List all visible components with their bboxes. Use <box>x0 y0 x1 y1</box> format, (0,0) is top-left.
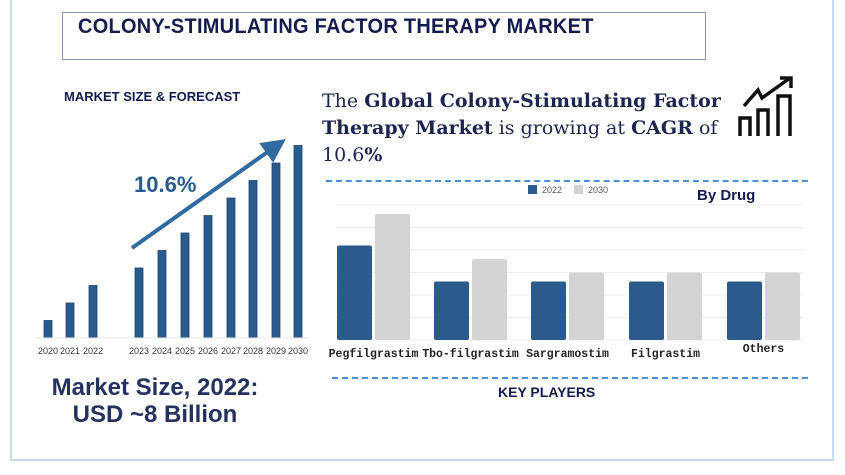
headline-text: is growing at <box>492 117 632 139</box>
bar-pegfilgrastim-2030 <box>375 214 410 340</box>
bar-others-2030 <box>765 272 800 340</box>
bar-pegfilgrastim-2022 <box>337 245 372 340</box>
bar-filgrastim-2022 <box>629 281 664 340</box>
market-size-value: USD ~8 Billion <box>72 401 238 428</box>
page-title: COLONY-STIMULATING FACTOR THERAPY MARKET <box>78 15 594 38</box>
bar-others-2022 <box>727 281 762 340</box>
by-drug-label: By Drug <box>697 187 756 204</box>
bar-sargramostim-2022 <box>531 281 566 340</box>
bar-tbo-filgrastim-2030 <box>472 259 507 340</box>
divider-top <box>326 180 808 182</box>
bar-tbo-filgrastim-2022 <box>434 281 469 340</box>
year-label-2023: 2023 <box>129 346 149 356</box>
bar-filgrastim-2030 <box>667 272 702 340</box>
headline-bold: Global Colony-Stimulating Factor Therapy… <box>322 90 721 139</box>
key-players-label: KEY PLAYERS <box>498 384 596 400</box>
headline: The Global Colony-Stimulating Factor The… <box>322 88 742 169</box>
year-label-2026: 2026 <box>198 346 218 356</box>
market-size-label: Market Size, 2022: <box>51 374 259 401</box>
market-forecast-chart: 10.6% 2020 2021 2022 2023 2024 2025 2026 2027 20… <box>36 139 308 356</box>
category-label: Sargramostim <box>526 348 609 361</box>
growth-arrow <box>130 139 286 250</box>
bar-sargramostim-2030 <box>569 272 604 340</box>
category-label: Filgrastim <box>631 348 700 361</box>
year-label-2030: 2030 <box>288 346 308 356</box>
legend-swatch-2022 <box>528 185 537 194</box>
year-label-2021: 2021 <box>60 346 80 356</box>
year-label-2022: 2022 <box>83 346 103 356</box>
legend-swatch-2030 <box>574 185 583 194</box>
cagr-annotation: 10.6% <box>134 172 196 197</box>
year-label-2029: 2029 <box>266 346 286 356</box>
infographic-frame <box>10 0 834 461</box>
headline-text: The <box>322 90 365 112</box>
year-label-2028: 2028 <box>243 346 263 356</box>
legend-label-2022: 2022 <box>542 185 562 195</box>
year-label-2024: 2024 <box>152 346 172 356</box>
headline-bold: CAGR <box>631 117 693 139</box>
legend-label-2030: 2030 <box>588 185 608 195</box>
year-label-2025: 2025 <box>175 346 195 356</box>
category-label: Pegfilgrastim <box>329 348 419 361</box>
title-box <box>62 12 706 60</box>
forecast-label: MARKET SIZE & FORECAST <box>64 89 241 104</box>
year-label-2027: 2027 <box>221 346 241 356</box>
by-drug-chart: 2022 2030 Pegfilgrastim Tbo-filgrastim Sarg… <box>329 185 802 361</box>
year-label-2020: 2020 <box>38 346 58 356</box>
headline-text: of 10.6 <box>322 117 718 166</box>
headline-bold: % <box>364 144 383 166</box>
growth-chart-icon <box>738 76 793 136</box>
category-label: Tbo-filgrastim <box>422 348 519 361</box>
category-label: Others <box>743 343 785 356</box>
divider-bottom <box>332 377 808 379</box>
